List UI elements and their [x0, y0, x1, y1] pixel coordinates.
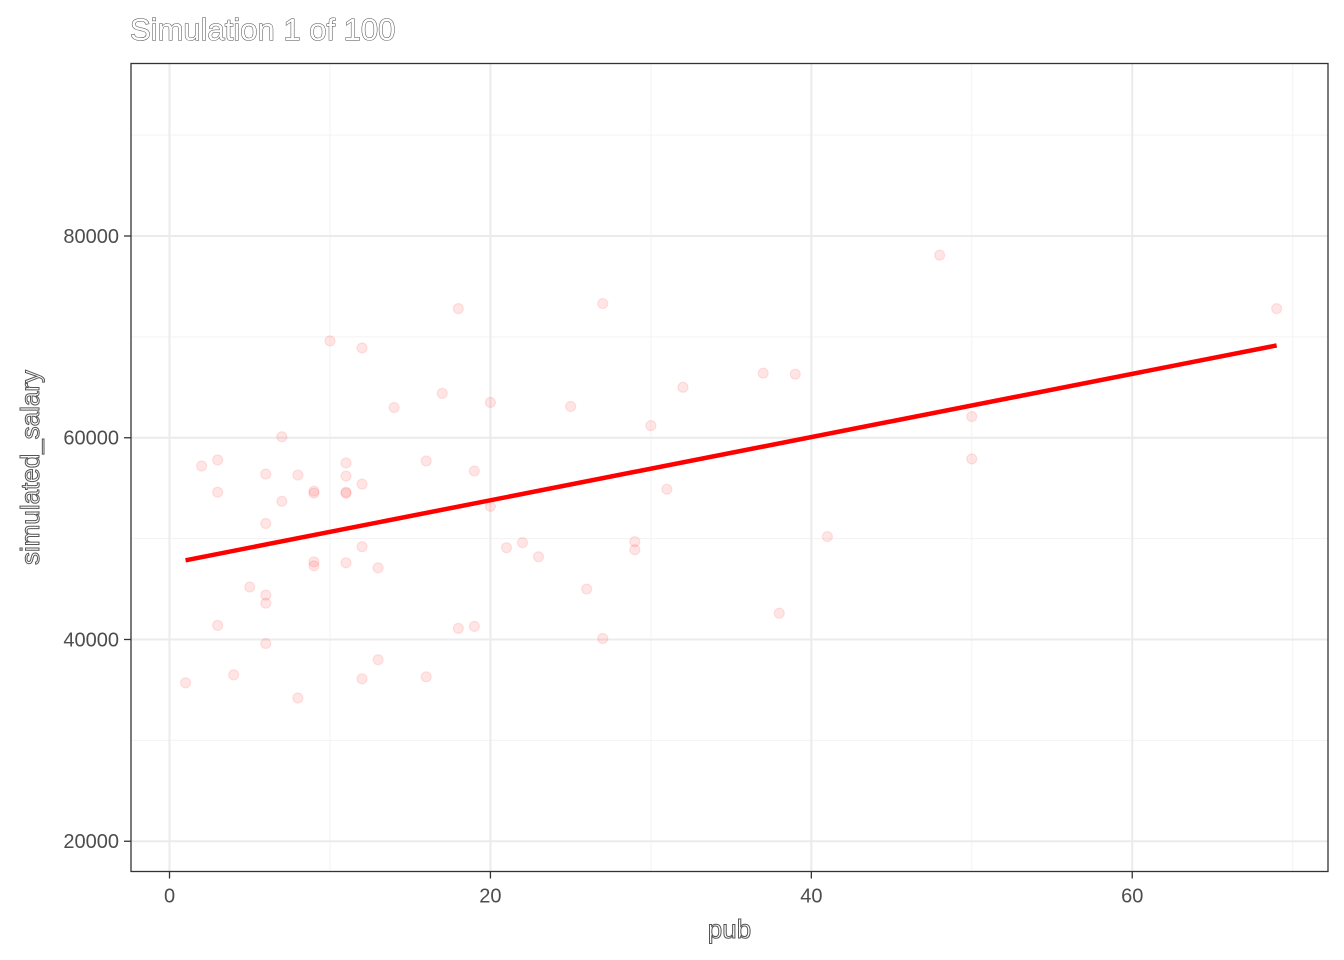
- data-point: [356, 673, 368, 685]
- y-tick-label: 40000: [63, 629, 119, 651]
- data-point: [308, 556, 320, 568]
- chart-title: Simulation 1 of 100: [130, 12, 395, 47]
- data-point: [260, 637, 272, 650]
- data-point: [581, 583, 593, 595]
- data-point: [212, 486, 224, 498]
- x-tick-label: 0: [164, 886, 175, 908]
- data-point: [468, 620, 480, 632]
- data-point: [340, 470, 352, 482]
- data-point: [452, 622, 464, 634]
- x-tick-label: 40: [800, 886, 822, 908]
- data-point: [340, 486, 352, 498]
- y-tick-label: 80000: [63, 226, 119, 248]
- data-point: [372, 562, 384, 574]
- data-point: [484, 396, 497, 409]
- data-point: [260, 468, 272, 480]
- data-point: [966, 410, 978, 423]
- data-point: [308, 560, 320, 572]
- data-point: [212, 619, 224, 631]
- regression-line-group: [185, 343, 1278, 563]
- data-point: [260, 517, 272, 530]
- x-axis-title: pub: [708, 914, 751, 944]
- x-tick-label: 20: [479, 886, 501, 908]
- data-point: [597, 632, 609, 645]
- x-axis: 0 20 40 60: [164, 871, 1143, 908]
- data-point: [179, 677, 192, 689]
- regression-line: [185, 343, 1278, 563]
- data-point: [260, 589, 272, 601]
- data-point: [789, 368, 801, 380]
- data-point: [244, 581, 256, 593]
- data-point: [565, 400, 577, 413]
- data-point: [436, 387, 448, 399]
- data-point: [1271, 303, 1283, 315]
- data-point: [356, 342, 368, 354]
- y-tick-label: 20000: [63, 831, 119, 853]
- plot-panel-background: [131, 63, 1328, 872]
- data-point: [516, 537, 529, 549]
- data-point: [966, 453, 978, 465]
- data-point: [340, 457, 352, 469]
- grid-lines: [131, 63, 1328, 872]
- x-tick-label: 60: [1121, 886, 1143, 908]
- data-point: [468, 465, 480, 477]
- data-point: [500, 542, 513, 554]
- data-point: [420, 671, 432, 683]
- data-point: [212, 454, 224, 466]
- data-point: [532, 551, 545, 563]
- data-point: [196, 460, 208, 472]
- data-point: [773, 607, 785, 619]
- data-point: [661, 483, 673, 495]
- data-point: [452, 303, 464, 315]
- y-axis-title: simulated_salary: [15, 370, 45, 565]
- data-point: [340, 487, 352, 499]
- data-point: [677, 381, 689, 393]
- data-point: [629, 536, 641, 548]
- data-point: [276, 495, 288, 507]
- data-point: [340, 557, 352, 569]
- data-point: [388, 401, 400, 414]
- data-point: [757, 367, 769, 379]
- data-point: [629, 544, 641, 556]
- data-point: [821, 530, 833, 543]
- data-point: [356, 478, 368, 490]
- data-point: [308, 485, 320, 497]
- data-point: [420, 455, 432, 467]
- data-point: [292, 692, 304, 704]
- y-axis: 20000 40000 60000 80000: [63, 226, 131, 853]
- data-points: [179, 249, 1283, 704]
- data-point: [645, 420, 657, 432]
- data-point: [324, 335, 336, 347]
- plot-panel-border: [130, 62, 1329, 873]
- data-point: [597, 297, 609, 310]
- data-point: [372, 654, 384, 666]
- data-point: [934, 249, 946, 261]
- data-point: [356, 541, 368, 553]
- data-point: [292, 469, 304, 481]
- data-point: [228, 669, 240, 681]
- data-point: [260, 597, 272, 609]
- data-point: [308, 487, 320, 499]
- y-tick-label: 60000: [63, 428, 119, 450]
- data-point: [276, 431, 288, 443]
